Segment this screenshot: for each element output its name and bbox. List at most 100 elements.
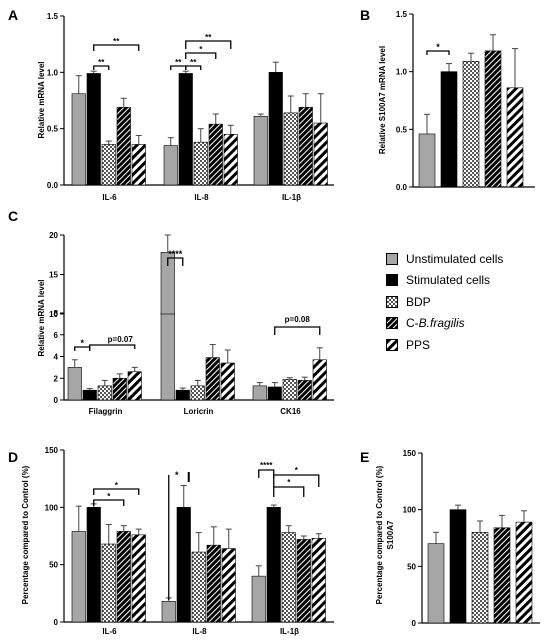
bar-unstimulated: [71, 531, 86, 623]
bar-stimulated: [440, 71, 458, 188]
y-tick-label: 0: [54, 396, 59, 405]
bar-unstimulated: [253, 115, 268, 186]
y-axis-title: Relative mRNA level: [37, 61, 46, 138]
significance-label: ****: [260, 461, 273, 470]
bar-bdp: [281, 532, 296, 623]
legend-swatch: [386, 252, 398, 265]
legend-swatch: [386, 295, 398, 308]
y-tick-label: 0: [412, 619, 417, 628]
x-category-label: CK16: [280, 407, 301, 416]
significance-label: *: [287, 478, 291, 487]
bar-stimulated: [267, 386, 282, 401]
bar-unstimulated: [252, 385, 267, 401]
bar-stimulated: [449, 509, 467, 624]
y-tick-label: 50: [49, 561, 58, 570]
bar-bdp: [462, 60, 480, 188]
y-tick-label: 100: [45, 503, 59, 512]
y-axis-title: Percentage compared to Control (%): [21, 465, 30, 604]
panel-e: E 0 50 100 150 Percentage compared to Control…: [360, 449, 540, 628]
y-tick-label: 8: [54, 309, 59, 318]
y-tick-label: 15: [49, 271, 58, 280]
bar-pps: [311, 537, 326, 623]
legend: Unstimulated cells Stimulated cells BDP C-B…: [386, 248, 546, 356]
bar-bdp: [191, 551, 206, 623]
bar-pps: [220, 362, 235, 401]
x-category-label: IL-6: [102, 627, 117, 636]
legend-label-text: C-: [406, 316, 419, 331]
bar-pps: [221, 548, 236, 623]
panel-letter: D: [8, 449, 18, 465]
y-tick-label: 150: [45, 446, 59, 455]
significance-bracket: [93, 488, 140, 495]
bar-unstimulated: [418, 133, 436, 188]
bar-pps: [223, 134, 238, 186]
legend-label: Unstimulated cells: [406, 252, 503, 266]
significance-bracket: [167, 257, 184, 266]
legend-label-text: PPS: [406, 337, 431, 352]
legend-label-text: BDP: [406, 294, 431, 309]
significance-bracket: [185, 65, 202, 70]
legend-item-stimulated: Stimulated cells: [386, 270, 546, 292]
bar-pps: [506, 87, 524, 188]
bar-bdp: [101, 144, 116, 186]
bar-bdp: [193, 141, 208, 186]
y-tick-label: 100: [403, 506, 417, 515]
bar-c-bfragilis: [297, 380, 312, 401]
y-axis-title: Relative mRNA level: [37, 279, 46, 356]
y-tick-label: 10: [49, 310, 58, 319]
bar-bdp: [282, 379, 297, 401]
bar-unstimulated: [163, 145, 178, 186]
significance-bracket: [93, 499, 125, 506]
y-tick-label: 0.5: [396, 125, 408, 134]
bar-c-bfragilis: [116, 531, 131, 623]
bar-pps: [313, 122, 328, 186]
y-tick-label: 6: [54, 331, 59, 340]
y-axis-title: Percentage compared to Control (%): [375, 465, 384, 604]
y-tick-label: 4: [54, 353, 59, 362]
y-tick-label: 2: [54, 374, 59, 383]
legend-label: C-B.fragilis: [406, 316, 465, 330]
significance-label: **: [190, 58, 197, 67]
significance-label: ****: [168, 249, 183, 259]
significance-label: **: [175, 58, 182, 67]
significance-label: *: [436, 42, 440, 52]
bar-unstimulated: [251, 575, 266, 623]
bar-pps: [312, 359, 327, 401]
y-tick-label: 20: [49, 231, 58, 240]
bar-c-bfragilis: [116, 106, 131, 186]
bar-c-bfragilis: [112, 377, 127, 401]
legend-swatch: [386, 317, 398, 330]
significance-bracket: [273, 474, 320, 487]
bar-c-bfragilis: [205, 357, 220, 401]
panel-letter: B: [360, 7, 370, 23]
significance-label: p=0.07: [108, 335, 134, 344]
y-tick-label: 1.0: [47, 68, 59, 77]
x-category-label: IL-1β: [280, 627, 299, 636]
bar-bdp: [471, 532, 489, 624]
significance-bracket: [426, 50, 450, 55]
bar-pps: [127, 371, 142, 401]
bar-stimulated: [268, 72, 283, 186]
legend-swatch: [386, 338, 398, 351]
bar-stimulated: [176, 507, 191, 623]
bar-stimulated: [178, 73, 193, 186]
bar-c-bfragilis: [296, 539, 311, 623]
y-tick-label: 0.5: [47, 125, 59, 134]
bar-unstimulated: [427, 543, 445, 624]
significance-label: p=0.08: [285, 315, 311, 324]
bar-stimulated: [82, 389, 97, 401]
bar-unstimulated: [71, 93, 86, 186]
significance-bracket: [93, 65, 110, 70]
y-tick-label: 1.0: [396, 68, 408, 77]
bar-stimulated: [266, 507, 281, 623]
bar-stimulated: [86, 73, 101, 186]
bar-bdp: [283, 112, 298, 186]
y-tick-label: 1.5: [47, 12, 59, 21]
bar-pps: [131, 144, 146, 186]
panel-letter: C: [8, 208, 18, 224]
legend-label-italic: B.fragilis: [418, 316, 465, 331]
y-tick-label: 150: [403, 449, 417, 458]
y-tick-label: 0: [54, 618, 59, 627]
y-tick-label: 50: [407, 562, 416, 571]
